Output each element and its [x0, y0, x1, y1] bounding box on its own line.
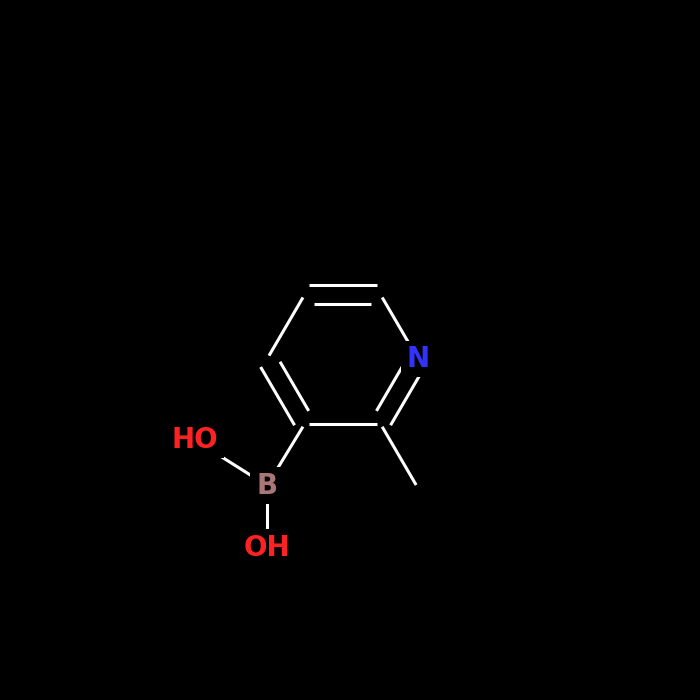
- FancyBboxPatch shape: [237, 529, 297, 566]
- FancyBboxPatch shape: [164, 421, 224, 458]
- Text: N: N: [407, 345, 430, 373]
- Text: HO: HO: [171, 426, 218, 454]
- FancyBboxPatch shape: [250, 467, 284, 504]
- Text: OH: OH: [244, 533, 290, 561]
- Text: B: B: [257, 472, 278, 500]
- FancyBboxPatch shape: [401, 341, 435, 377]
